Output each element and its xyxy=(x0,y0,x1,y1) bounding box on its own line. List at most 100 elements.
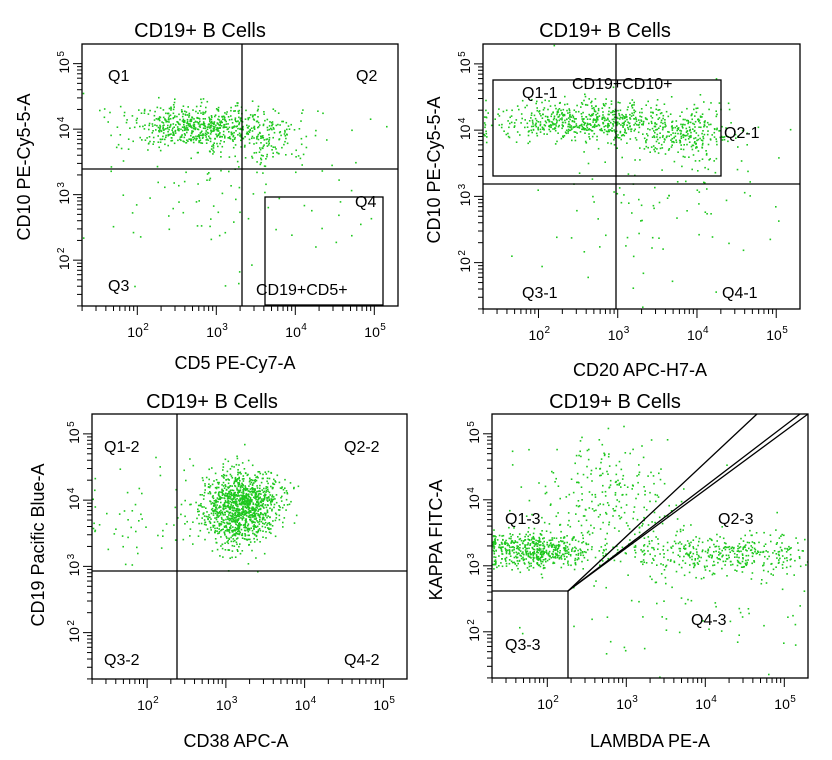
event-dot xyxy=(238,508,240,511)
event-dot xyxy=(238,282,240,285)
event-dot xyxy=(162,109,165,111)
x-tick-label: 10 xyxy=(687,327,703,343)
event-dot xyxy=(556,549,558,551)
event-dot xyxy=(558,558,561,560)
event-dot xyxy=(238,530,241,533)
event-dot xyxy=(233,480,236,483)
event-dot xyxy=(221,497,223,499)
event-dot xyxy=(213,142,215,144)
event-dot xyxy=(540,544,542,546)
event-dot xyxy=(248,138,251,141)
event-dot xyxy=(260,501,263,504)
event-dot xyxy=(153,141,155,143)
event-dot xyxy=(709,158,711,160)
event-dot xyxy=(338,179,340,181)
event-dot xyxy=(229,485,231,487)
event-dot xyxy=(216,135,218,137)
event-dot xyxy=(623,116,626,118)
event-dot xyxy=(676,129,678,132)
event-dot xyxy=(208,179,211,181)
event-dot xyxy=(232,516,234,518)
event-dot xyxy=(549,130,552,133)
event-dot xyxy=(585,551,587,554)
event-dot xyxy=(238,511,240,513)
event-dot xyxy=(230,520,233,522)
event-dot xyxy=(713,131,716,134)
event-dot xyxy=(516,560,519,562)
event-dot xyxy=(719,129,721,132)
event-dot xyxy=(527,142,529,145)
event-dot xyxy=(692,562,695,565)
event-dot xyxy=(197,112,199,114)
event-dot xyxy=(607,455,610,458)
event-dot xyxy=(513,556,516,559)
event-dot xyxy=(579,552,582,554)
event-dot xyxy=(524,126,526,129)
event-dot xyxy=(190,134,192,137)
event-dot xyxy=(704,566,706,569)
event-dot xyxy=(237,513,240,516)
event-dot xyxy=(248,512,250,515)
y-axis-label: KAPPA FITC-A xyxy=(426,480,446,601)
event-dot xyxy=(199,132,202,134)
event-dot xyxy=(109,111,111,114)
event-dot xyxy=(508,559,511,561)
event-dot xyxy=(257,494,260,496)
event-dot xyxy=(222,466,225,468)
event-dot xyxy=(767,551,769,553)
event-dot xyxy=(175,488,177,491)
event-dot xyxy=(133,126,136,129)
event-dot xyxy=(591,107,593,110)
event-dot xyxy=(533,551,535,553)
event-dot xyxy=(228,137,231,139)
event-dot xyxy=(722,136,725,139)
event-dot xyxy=(267,522,269,525)
event-dot xyxy=(220,151,222,153)
event-dot xyxy=(662,549,664,551)
event-dot xyxy=(688,156,690,158)
event-dot xyxy=(604,490,607,493)
event-dot xyxy=(235,531,238,534)
event-dot xyxy=(543,521,546,524)
event-dot xyxy=(786,559,788,562)
event-dot xyxy=(680,543,683,545)
event-dot xyxy=(235,120,238,123)
event-dot xyxy=(152,136,155,139)
event-dot xyxy=(509,122,511,125)
event-dot xyxy=(705,152,708,155)
event-dot xyxy=(560,558,563,560)
event-dot xyxy=(524,544,526,546)
event-dot xyxy=(568,129,571,132)
event-dot xyxy=(219,142,221,145)
event-dot xyxy=(213,510,215,512)
event-dot xyxy=(671,144,673,146)
event-dot xyxy=(695,147,697,149)
event-dot xyxy=(637,124,640,126)
event-dot xyxy=(621,156,623,159)
event-dot xyxy=(494,535,496,537)
event-dot xyxy=(561,118,563,121)
event-dot xyxy=(216,130,219,132)
event-dot xyxy=(690,134,692,137)
event-dot xyxy=(670,96,673,98)
event-dot xyxy=(586,118,589,120)
event-dot xyxy=(675,141,678,143)
event-dot xyxy=(144,139,147,141)
event-dot xyxy=(215,133,217,136)
event-dot xyxy=(532,552,535,554)
event-dot xyxy=(205,142,208,144)
event-dot xyxy=(707,549,709,552)
event-dot xyxy=(220,501,222,504)
event-dot xyxy=(537,557,539,560)
event-dot xyxy=(646,138,648,141)
event-dot xyxy=(583,515,586,517)
event-dot xyxy=(738,550,740,553)
event-dot xyxy=(567,128,570,131)
event-dot xyxy=(578,172,581,174)
event-dot xyxy=(542,550,544,552)
event-dot xyxy=(629,102,631,104)
event-dot xyxy=(656,133,659,136)
event-dot xyxy=(266,511,269,514)
event-dot xyxy=(642,133,644,135)
event-dot xyxy=(613,118,615,120)
